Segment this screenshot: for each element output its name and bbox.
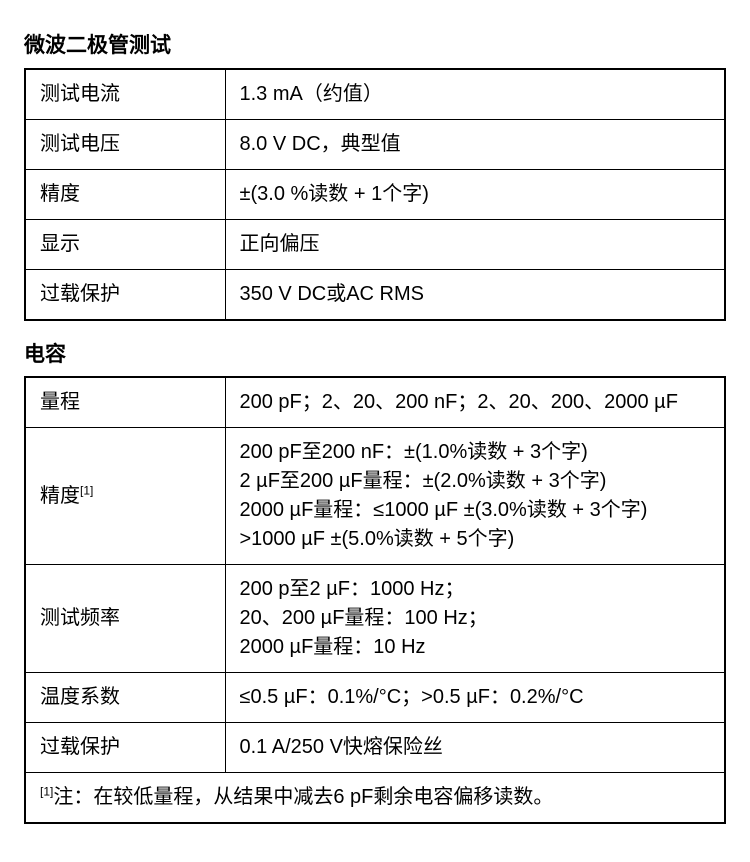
freq-line: 200 p至2 µF：1000 Hz； (240, 575, 711, 604)
footnote-sup: [1] (40, 784, 53, 798)
table-row: 显示 正向偏压 (25, 219, 725, 269)
cell-value: ±(3.0 %读数 + 1个字) (225, 169, 725, 219)
cell-label: 量程 (25, 377, 225, 428)
cell-label: 测试电流 (25, 69, 225, 120)
cell-value: 200 pF；2、20、200 nF；2、20、200、2000 µF (225, 377, 725, 428)
table-row: 温度系数 ≤0.5 µF：0.1%/°C；>0.5 µF：0.2%/°C (25, 673, 725, 723)
table-row: 测试频率 200 p至2 µF：1000 Hz； 20、200 µF量程：100… (25, 565, 725, 673)
cell-value: 350 V DC或AC RMS (225, 269, 725, 320)
accuracy-label-sup: [1] (80, 483, 93, 497)
cell-label: 精度[1] (25, 428, 225, 565)
accuracy-line: 2 µF至200 µF量程：±(2.0%读数 + 3个字) (240, 467, 711, 496)
cell-value: 0.1 A/250 V快熔保险丝 (225, 723, 725, 773)
table-row: 精度 ±(3.0 %读数 + 1个字) (25, 169, 725, 219)
cell-value: 200 p至2 µF：1000 Hz； 20、200 µF量程：100 Hz； … (225, 565, 725, 673)
table-row: 过载保护 0.1 A/250 V快熔保险丝 (25, 723, 725, 773)
cell-value: 8.0 V DC，典型值 (225, 119, 725, 169)
cell-value: 1.3 mA（约值） (225, 69, 725, 120)
cell-value: 200 pF至200 nF：±(1.0%读数 + 3个字) 2 µF至200 µ… (225, 428, 725, 565)
cell-label: 测试电压 (25, 119, 225, 169)
section1-title: 微波二极管测试 (24, 30, 726, 62)
accuracy-line: 200 pF至200 nF：±(1.0%读数 + 3个字) (240, 438, 711, 467)
table-row: 测试电压 8.0 V DC，典型值 (25, 119, 725, 169)
cell-label: 过载保护 (25, 269, 225, 320)
footnote-row: [1]注：在较低量程，从结果中减去6 pF剩余电容偏移读数。 (25, 773, 725, 824)
accuracy-line: 2000 µF量程：≤1000 µF ±(3.0%读数 + 3个字) (240, 496, 711, 525)
accuracy-label-base: 精度 (40, 485, 80, 507)
cell-value: 正向偏压 (225, 219, 725, 269)
cell-label: 精度 (25, 169, 225, 219)
section1-table: 测试电流 1.3 mA（约值） 测试电压 8.0 V DC，典型值 精度 ±(3… (24, 68, 726, 321)
section2-title: 电容 (24, 339, 726, 371)
footnote-text: 注：在较低量程，从结果中减去6 pF剩余电容偏移读数。 (53, 786, 553, 808)
freq-line: 20、200 µF量程：100 Hz； (240, 604, 711, 633)
footnote-cell: [1]注：在较低量程，从结果中减去6 pF剩余电容偏移读数。 (25, 773, 725, 824)
section2-table: 量程 200 pF；2、20、200 nF；2、20、200、2000 µF 精… (24, 376, 726, 824)
table-row: 精度[1] 200 pF至200 nF：±(1.0%读数 + 3个字) 2 µF… (25, 428, 725, 565)
table-row: 测试电流 1.3 mA（约值） (25, 69, 725, 120)
accuracy-line: >1000 µF ±(5.0%读数 + 5个字) (240, 525, 711, 554)
cell-value: ≤0.5 µF：0.1%/°C；>0.5 µF：0.2%/°C (225, 673, 725, 723)
cell-label: 温度系数 (25, 673, 225, 723)
table-row: 量程 200 pF；2、20、200 nF；2、20、200、2000 µF (25, 377, 725, 428)
cell-label: 过载保护 (25, 723, 225, 773)
cell-label: 测试频率 (25, 565, 225, 673)
cell-label: 显示 (25, 219, 225, 269)
freq-line: 2000 µF量程：10 Hz (240, 633, 711, 662)
table-row: 过载保护 350 V DC或AC RMS (25, 269, 725, 320)
